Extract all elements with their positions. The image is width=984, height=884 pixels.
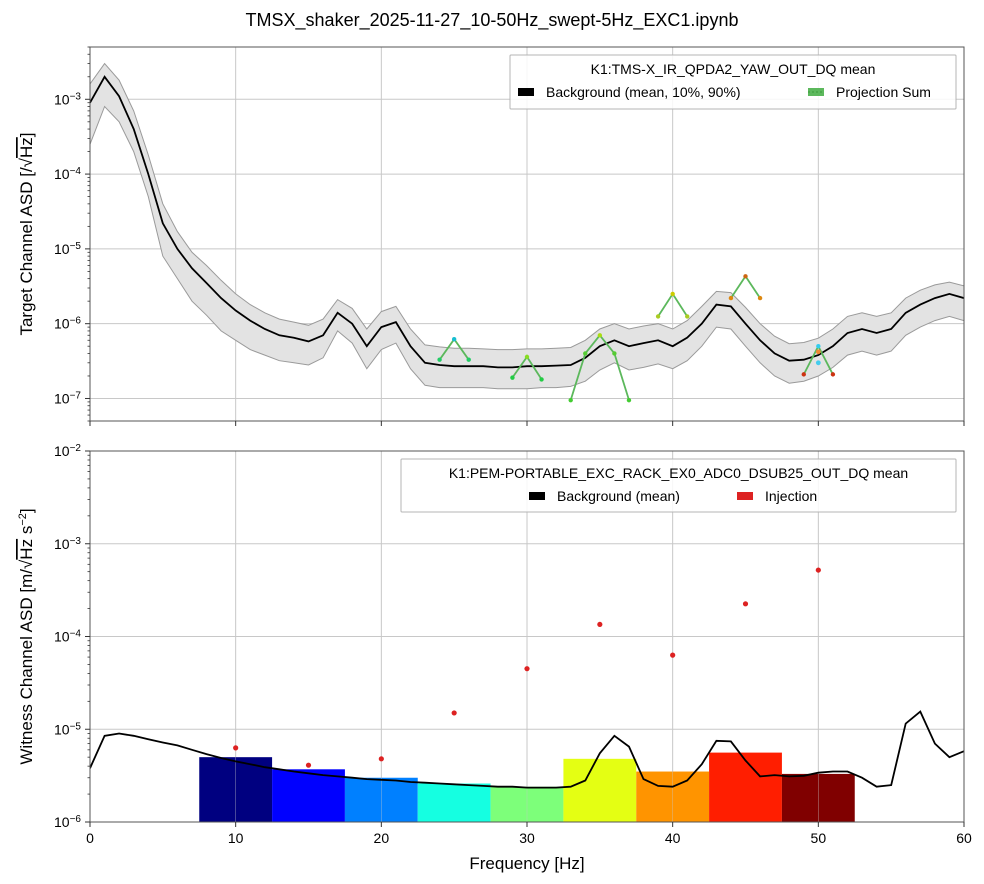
legend-title: K1:TMS-X_IR_QPDA2_YAW_OUT_DQ mean bbox=[591, 61, 876, 77]
legend-box bbox=[509, 54, 957, 110]
projection-point bbox=[539, 377, 544, 382]
legend-swatch bbox=[529, 492, 545, 500]
projection-point bbox=[451, 337, 457, 342]
projection-point bbox=[815, 349, 821, 355]
y-axis-label: Witness Channel ASD [m/√Hz s−2] bbox=[17, 508, 36, 764]
x-tick-label: 40 bbox=[665, 830, 681, 846]
y-tick-label: 10−5 bbox=[54, 240, 81, 256]
projection-point bbox=[437, 357, 442, 362]
projection-point bbox=[583, 351, 588, 356]
top-panel: 10−7 10−6 10−5 10−4 10−3 Target Channel ASD [… bbox=[17, 46, 965, 426]
legend-entry-label: Background (mean, 10%, 90%) bbox=[546, 84, 741, 100]
legend: K1:TMS-X_IR_QPDA2_YAW_OUT_DQ mean Backgro… bbox=[509, 54, 957, 110]
injection-bar bbox=[563, 758, 637, 822]
projection-point bbox=[830, 372, 836, 377]
injection-point bbox=[597, 621, 603, 628]
projection-point bbox=[685, 314, 690, 319]
projection-point bbox=[655, 314, 661, 319]
background-mean-line bbox=[90, 710, 964, 789]
legend-entry-label: Injection bbox=[765, 488, 817, 504]
y-tick-label: 10−7 bbox=[54, 390, 81, 407]
projection-point bbox=[815, 360, 821, 366]
y-tick-label: 10−4 bbox=[54, 166, 81, 183]
figure-title: TMSX_shaker_2025-11-27_10-50Hz_swept-5Hz… bbox=[246, 10, 739, 31]
x-tick-label: 0 bbox=[86, 830, 94, 846]
projection-point bbox=[743, 274, 748, 279]
y-axis: 10−7 10−6 10−5 10−4 10−3 bbox=[54, 46, 90, 422]
y-axis-label-text: Target Channel ASD [/√Hz] bbox=[17, 132, 36, 335]
legend: K1:PEM-PORTABLE_EXC_RACK_EX0_ADC0_DSUB25… bbox=[400, 458, 957, 513]
injection-point bbox=[378, 756, 384, 762]
projection-point bbox=[466, 357, 471, 362]
x-tick-label: 30 bbox=[519, 830, 535, 846]
injection-bar bbox=[417, 783, 491, 822]
plot-area bbox=[90, 451, 964, 822]
projection-point bbox=[801, 372, 806, 377]
bottom-panel: 0 10 20 30 40 50 60 10−6 10−5 10−4 10−3 10−2 Witness… bbox=[17, 443, 972, 874]
x-tick-label: 60 bbox=[956, 830, 972, 846]
legend-entry-label: Projection Sum bbox=[836, 84, 931, 100]
injection-point bbox=[670, 652, 676, 658]
y-tick-label: 10−4 bbox=[54, 628, 81, 645]
injection-bar bbox=[709, 752, 782, 822]
injection-bar bbox=[272, 769, 345, 822]
injection-point bbox=[233, 745, 239, 751]
projection-point bbox=[568, 397, 573, 403]
x-axis-label: Frequency [Hz] bbox=[469, 854, 584, 873]
legend-swatch bbox=[737, 492, 753, 500]
y-tick-label: 10−6 bbox=[54, 315, 81, 332]
projection-point bbox=[524, 354, 530, 360]
y-tick-label: 10−2 bbox=[54, 443, 81, 460]
x-tick-label: 50 bbox=[811, 830, 827, 846]
projection-point bbox=[612, 351, 617, 356]
legend-swatch bbox=[518, 88, 534, 96]
y-tick-label: 10−5 bbox=[54, 721, 81, 738]
injection-point bbox=[524, 666, 530, 672]
x-tick-label: 10 bbox=[228, 830, 244, 846]
injection-point bbox=[815, 567, 821, 573]
plot-area bbox=[90, 62, 964, 403]
projection-line bbox=[730, 274, 761, 299]
projection-point bbox=[757, 295, 763, 301]
projection-point bbox=[626, 397, 632, 403]
background-p90-line bbox=[90, 62, 964, 351]
x-axis: 0 10 20 30 40 50 60 bbox=[86, 822, 972, 846]
projection-point bbox=[816, 344, 821, 349]
x-axis bbox=[89, 421, 965, 426]
projection-point bbox=[670, 291, 675, 297]
y-tick-label: 10−6 bbox=[54, 814, 81, 831]
background-mean-line bbox=[90, 75, 964, 369]
legend-entry-label: Background (mean) bbox=[557, 488, 680, 504]
y-axis: 10−6 10−5 10−4 10−3 10−2 bbox=[54, 443, 90, 831]
y-axis-label: Target Channel ASD [/√Hz] bbox=[17, 132, 36, 335]
background-p10-line bbox=[90, 105, 964, 390]
x-tick-label: 20 bbox=[374, 830, 390, 846]
y-tick-label: 10−3 bbox=[54, 91, 81, 108]
injection-point bbox=[451, 710, 457, 716]
projection-point bbox=[597, 333, 603, 338]
y-axis-label-text: Witness Channel ASD [m/√Hz s−2] bbox=[17, 508, 36, 764]
injection-point bbox=[742, 601, 749, 607]
legend-title: K1:PEM-PORTABLE_EXC_RACK_EX0_ADC0_DSUB25… bbox=[449, 465, 908, 481]
projection-point bbox=[728, 295, 734, 301]
projection-point bbox=[510, 375, 515, 380]
injection-point bbox=[305, 762, 312, 768]
y-tick-label: 10−3 bbox=[54, 535, 81, 552]
